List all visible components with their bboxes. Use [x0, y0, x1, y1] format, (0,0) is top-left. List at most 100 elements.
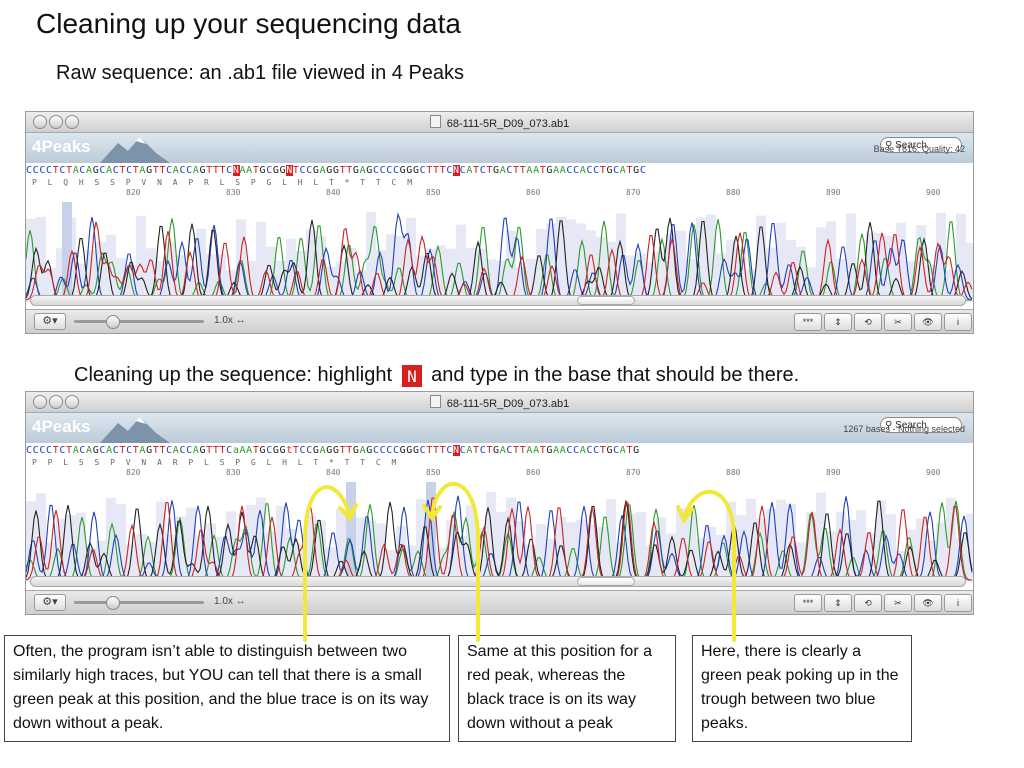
base-T[interactable]: T [426, 445, 433, 456]
base-C[interactable]: C [266, 165, 273, 176]
base-A[interactable]: A [533, 165, 540, 176]
base-T[interactable]: T [66, 445, 73, 456]
base-T[interactable]: T [159, 165, 167, 176]
base-G[interactable]: G [259, 165, 267, 176]
base-C[interactable]: C [306, 445, 313, 456]
base-G[interactable]: G [279, 165, 287, 176]
base-C[interactable]: C [459, 165, 467, 176]
minimize-button[interactable] [49, 395, 63, 409]
base-A[interactable]: A [466, 165, 474, 176]
base-T[interactable]: T [626, 445, 634, 456]
base-G[interactable]: G [312, 165, 320, 176]
base-C[interactable]: C [593, 165, 600, 176]
base-G[interactable]: G [493, 165, 500, 176]
base-T[interactable]: T [212, 165, 220, 176]
base-G[interactable]: G [272, 165, 280, 176]
base-N[interactable]: N [286, 165, 293, 176]
base-C[interactable]: C [79, 445, 87, 456]
base-T[interactable]: T [599, 445, 607, 456]
base-T[interactable]: T [212, 445, 220, 456]
base-C[interactable]: C [446, 445, 453, 456]
base-A[interactable]: A [192, 165, 200, 176]
base-A[interactable]: A [172, 165, 180, 176]
base-A[interactable]: A [239, 165, 247, 176]
close-button[interactable] [33, 395, 47, 409]
base-C[interactable]: C [32, 445, 40, 456]
base-T[interactable]: T [513, 445, 520, 456]
base-G[interactable]: G [272, 445, 280, 456]
base-C[interactable]: C [613, 445, 620, 456]
base-C[interactable]: C [299, 165, 307, 176]
base-C[interactable]: C [566, 165, 574, 176]
height-button[interactable]: ⇕ [824, 594, 852, 612]
base-T[interactable]: T [292, 445, 300, 456]
base-G[interactable]: G [493, 445, 500, 456]
base-N[interactable]: N [453, 165, 460, 176]
base-C[interactable]: C [99, 445, 107, 456]
base-T[interactable]: T [206, 165, 213, 176]
base-T[interactable]: T [52, 445, 60, 456]
base-C[interactable]: C [46, 445, 53, 456]
base-A[interactable]: A [619, 165, 627, 176]
base-A[interactable]: A [246, 445, 253, 456]
trim-button[interactable]: ✂ [884, 313, 912, 331]
sequence-row[interactable]: CCCCTCTACAGCACTCTAGTTCACCAGTTTCNAATGCGGN… [26, 163, 973, 179]
zoom-slider[interactable] [74, 315, 204, 329]
base-A[interactable]: A [246, 165, 253, 176]
base-G[interactable]: G [92, 445, 100, 456]
base-A[interactable]: A [619, 445, 627, 456]
trim-button[interactable]: ✂ [884, 594, 912, 612]
base-G[interactable]: G [279, 445, 287, 456]
base-C[interactable]: C [506, 165, 514, 176]
sequence-row[interactable]: CCCCTCTACAGCACTCTAGTTCACCAGTTTCaAATGCGGt… [26, 443, 973, 459]
base-C[interactable]: C [566, 445, 574, 456]
base-C[interactable]: C [613, 165, 620, 176]
base-T[interactable]: T [439, 165, 447, 176]
base-C[interactable]: C [39, 445, 47, 456]
gear-menu-button[interactable]: ⚙▾ [34, 313, 66, 330]
base-G[interactable]: G [92, 165, 100, 176]
base-C[interactable]: C [419, 165, 427, 176]
base-G[interactable]: G [406, 165, 413, 176]
base-A[interactable]: A [72, 165, 80, 176]
base-A[interactable]: A [499, 445, 507, 456]
base-G[interactable]: G [412, 165, 420, 176]
base-C[interactable]: C [46, 165, 53, 176]
base-G[interactable]: G [259, 445, 267, 456]
base-C[interactable]: C [59, 445, 67, 456]
base-C[interactable]: C [386, 445, 393, 456]
base-T[interactable]: T [473, 165, 480, 176]
base-C[interactable]: C [586, 445, 594, 456]
horizontal-scrollbar[interactable] [30, 295, 966, 306]
base-C[interactable]: C [126, 165, 133, 176]
base-G[interactable]: G [406, 445, 413, 456]
base-C[interactable]: C [392, 445, 400, 456]
base-T[interactable]: T [439, 445, 447, 456]
base-C[interactable]: C [59, 165, 67, 176]
base-T[interactable]: T [473, 445, 480, 456]
scrollbar-thumb[interactable] [577, 577, 635, 586]
base-G[interactable]: G [399, 165, 407, 176]
base-C[interactable]: C [459, 445, 467, 456]
base-G[interactable]: G [366, 165, 373, 176]
base-G[interactable]: G [412, 445, 420, 456]
search-input[interactable]: ⚲ Search [880, 417, 962, 433]
base-A[interactable]: A [86, 445, 93, 456]
base-A[interactable]: A [192, 445, 200, 456]
base-C[interactable]: C [446, 165, 453, 176]
base-C[interactable]: C [586, 165, 594, 176]
base-T[interactable]: T [599, 165, 607, 176]
base-C[interactable]: C [79, 165, 87, 176]
base-C[interactable]: C [32, 165, 40, 176]
base-G[interactable]: G [633, 165, 640, 176]
info-button[interactable]: i [944, 313, 972, 331]
base-N[interactable]: N [453, 445, 460, 456]
base-A[interactable]: A [559, 445, 567, 456]
base-G[interactable]: G [546, 165, 554, 176]
base-C[interactable]: C [226, 165, 233, 176]
base-C[interactable]: C [186, 165, 193, 176]
base-G[interactable]: G [312, 445, 320, 456]
base-T[interactable]: T [626, 165, 634, 176]
base-C[interactable]: C [166, 445, 173, 456]
quality-button[interactable]: *** [794, 313, 822, 331]
